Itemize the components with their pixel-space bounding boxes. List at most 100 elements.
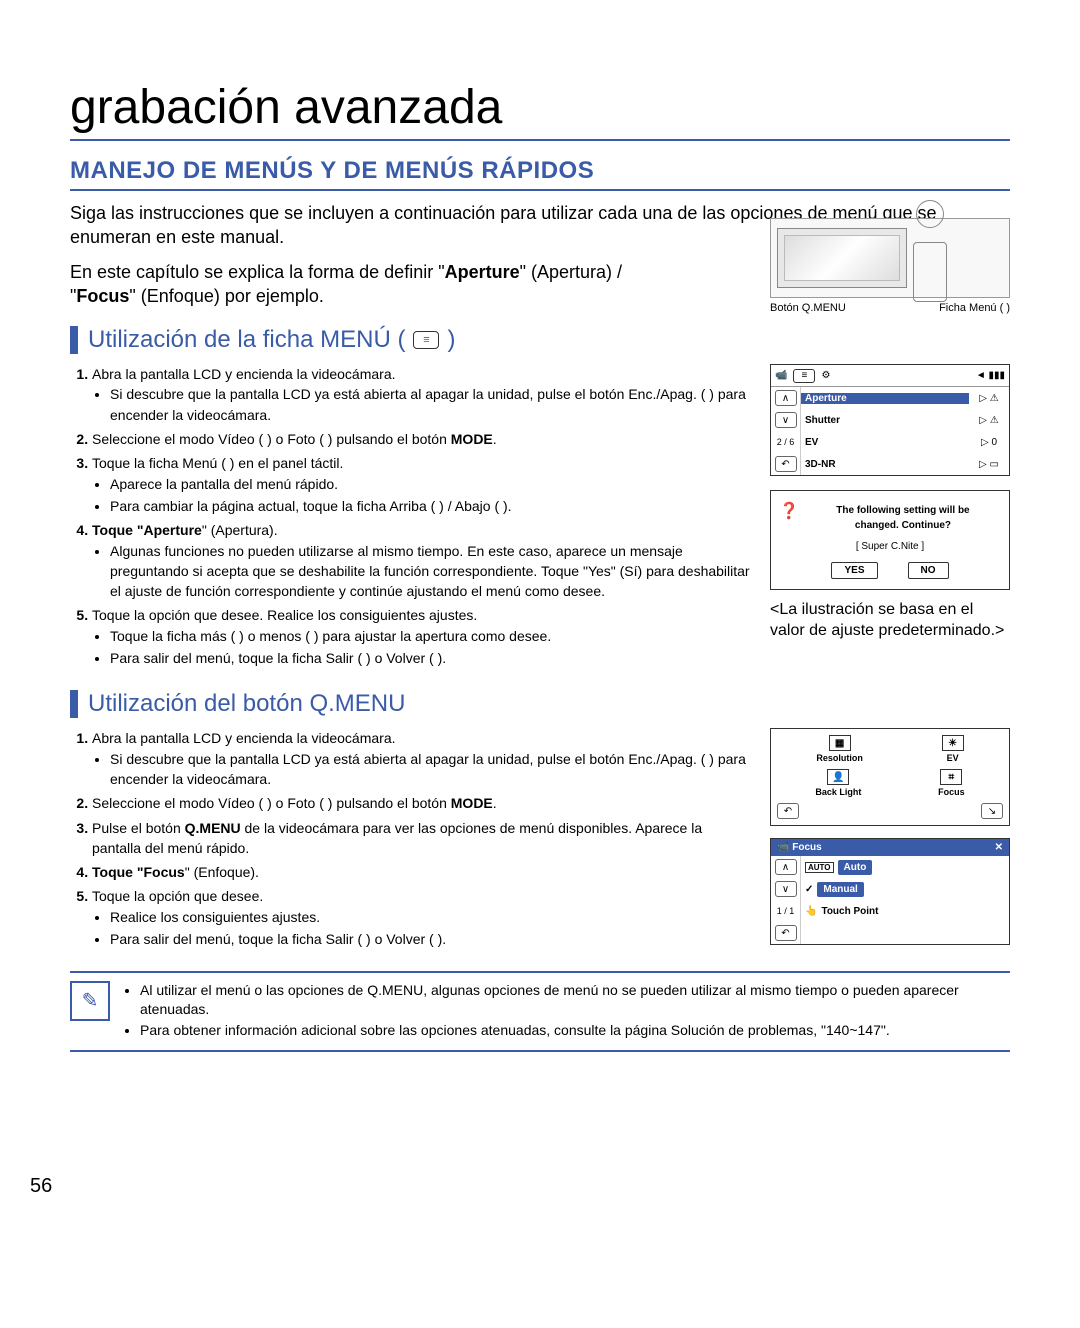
qmenu-resolution: Resolution	[816, 753, 863, 763]
camera-lens-icon	[916, 200, 944, 228]
step-3-bullet-1: Aparece la pantalla del menú rápido.	[110, 474, 750, 494]
menu-shutter: Shutter	[801, 415, 969, 426]
focus-up-icon: ∧	[775, 859, 797, 875]
step-2-mode: MODE	[451, 431, 493, 447]
qmenu-label: Botón Q.MENU	[770, 302, 846, 314]
focus-icon: ⌗	[940, 769, 962, 785]
sub1-heading-text: Utilización de la ficha MENÚ (	[88, 326, 405, 354]
footer-bullet-2: Para obtener información adicional sobre…	[140, 1021, 1010, 1040]
focus-panel-figure: 📹 Focus✕ ∧AUTO Auto ∨✓ Manual 1 / 1👆 Tou…	[770, 838, 1010, 945]
step-3-text: Toque la ficha Menú ( ) en el panel táct…	[92, 455, 343, 471]
battery-icon: ◄ ▮▮▮	[976, 370, 1005, 381]
q-step-5-bullet-2: Para salir del menú, toque la ficha Sali…	[110, 929, 750, 949]
note-icon: ✎	[70, 981, 110, 1021]
section-heading: MANEJO DE MENÚS Y DE MENÚS RÁPIDOS	[70, 157, 1010, 191]
figure-caption: <La ilustración se basa en el valor de a…	[770, 600, 1010, 642]
step-2-post: .	[493, 431, 497, 447]
steps-list-2: Abra la pantalla LCD y encienda la video…	[70, 728, 750, 949]
steps-list-1: Abra la pantalla LCD y encienda la video…	[70, 364, 750, 668]
ev-indicator-icon: ▷ 0	[969, 437, 1009, 448]
nr-indicator-icon: ▷ ▭	[969, 459, 1009, 470]
q-step-3-qmenu: Q.MENU	[185, 820, 241, 836]
step-4-pre: Toque "	[92, 522, 143, 538]
qmenu-backlight: Back Light	[815, 787, 861, 797]
backlight-icon: 👤	[827, 769, 849, 785]
step-3: Toque la ficha Menú ( ) en el panel táct…	[92, 453, 750, 516]
menu-aperture: Aperture	[801, 393, 969, 404]
yes-button[interactable]: YES	[831, 562, 877, 579]
menu-small-icon: ≡	[793, 369, 815, 383]
footer-bullet-1: Al utilizar el menú o las opciones de Q.…	[140, 981, 1010, 1019]
menu-ev: EV	[801, 437, 969, 448]
step-5-bullet-2: Para salir del menú, toque la ficha Sali…	[110, 648, 750, 668]
step-1-bullet-1: Si descubre que la pantalla LCD ya está …	[110, 384, 750, 425]
ev-icon: ☀	[942, 735, 964, 751]
focus-touchpoint: Touch Point	[821, 906, 878, 917]
focus-auto: Auto	[838, 860, 873, 875]
resolution-icon: ▦	[829, 735, 851, 751]
q-step-1-text: Abra la pantalla LCD y encienda la video…	[92, 730, 396, 746]
menu-tab-label: Ficha Menú ( )	[939, 302, 1010, 314]
step-4: Toque "Aperture" (Apertura). Algunas fun…	[92, 520, 750, 601]
sub-heading-menu: Utilización de la ficha MENÚ ( ≡ )	[70, 326, 1010, 354]
step-4-post: " (Apertura).	[202, 522, 278, 538]
camera-labels: Botón Q.MENU Ficha Menú ( )	[770, 302, 1010, 314]
focus-manual: Manual	[817, 882, 863, 897]
q-step-4-post: " (Enfoque).	[185, 864, 259, 880]
step-3-bullet-2: Para cambiar la página actual, toque la …	[110, 496, 750, 516]
up-arrow-icon: ∧	[775, 390, 797, 406]
step-2-pre: Seleccione el modo Vídeo ( ) o Foto ( ) …	[92, 431, 451, 447]
camera-body-icon	[913, 242, 947, 302]
q-step-1-bullet-1: Si descubre que la pantalla LCD ya está …	[110, 749, 750, 790]
no-button[interactable]: NO	[908, 562, 949, 579]
dialog-msg-1: The following setting will be	[805, 505, 1001, 516]
q-step-2-mode: MODE	[451, 795, 493, 811]
q-step-2-post: .	[493, 795, 497, 811]
intro-para-2: En este capítulo se explica la forma de …	[70, 260, 690, 309]
confirm-dialog-figure: ❓ The following setting will be changed.…	[770, 490, 1010, 590]
focus-back-icon: ↶	[775, 925, 797, 941]
gear-icon: ⚙	[821, 370, 830, 381]
step-5-bullet-1: Toque la ficha más ( ) o menos ( ) para …	[110, 626, 750, 646]
step-5: Toque la opción que desee. Realice los c…	[92, 605, 750, 668]
q-step-5-bullet-1: Realice los consiguientes ajustes.	[110, 907, 750, 927]
qmenu-focus: Focus	[938, 787, 965, 797]
sub-heading-qmenu: Utilización del botón Q.MENU	[70, 690, 1010, 718]
qmenu-figure: ▦Resolution ☀EV 👤Back Light ⌗Focus ↶ ↘	[770, 728, 1010, 826]
q-step-2-pre: Seleccione el modo Vídeo ( ) o Foto ( ) …	[92, 795, 451, 811]
step-4-bullet-1: Algunas funciones no pueden utilizarse a…	[110, 541, 750, 602]
close-icon: ✕	[995, 842, 1003, 853]
dialog-sub: [ Super C.Nite ]	[779, 541, 1001, 552]
step-4-aperture: Aperture	[143, 522, 201, 538]
q-step-2: Seleccione el modo Vídeo ( ) o Foto ( ) …	[92, 793, 750, 813]
step-5-text: Toque la opción que desee. Realice los c…	[92, 607, 477, 623]
page-number: 56	[30, 1175, 52, 1198]
q-step-5-text: Toque la opción que desee.	[92, 888, 263, 904]
question-icon: ❓	[779, 501, 799, 521]
step-1-text: Abra la pantalla LCD y encienda la video…	[92, 366, 396, 382]
menu-icon: ≡	[413, 331, 439, 349]
q-step-4-focus: Focus	[143, 864, 184, 880]
q-step-1: Abra la pantalla LCD y encienda la video…	[92, 728, 750, 789]
camera-lcd-icon	[777, 228, 907, 288]
menu-3dnr: 3D-NR	[801, 459, 969, 470]
page-indicator: 2 / 6	[771, 431, 801, 453]
shutter-indicator-icon: ▷ ⚠	[969, 415, 1009, 426]
camera-illustration	[770, 218, 1010, 298]
step-2: Seleccione el modo Vídeo ( ) o Foto ( ) …	[92, 429, 750, 449]
aperture-indicator-icon: ▷ ⚠	[969, 393, 1009, 404]
q-step-3-pre: Pulse el botón	[92, 820, 185, 836]
focus-page: 1 / 1	[771, 900, 801, 922]
qmenu-cursor-icon: ↘	[981, 803, 1003, 819]
q-step-4-pre: Toque "	[92, 864, 143, 880]
intro-2-aperture: Aperture	[445, 262, 520, 282]
intro-2-post: " (Enfoque) por ejemplo.	[129, 286, 324, 306]
video-mode-icon: 📹	[775, 370, 787, 381]
down-arrow-icon: ∨	[775, 412, 797, 428]
qmenu-back-icon: ↶	[777, 803, 799, 819]
q-step-5: Toque la opción que desee. Realice los c…	[92, 886, 750, 949]
footer-note: ✎ Al utilizar el menú o las opciones de …	[70, 971, 1010, 1052]
focus-header: Focus	[792, 842, 821, 853]
q-step-4: Toque "Focus" (Enfoque).	[92, 862, 750, 882]
q-step-3: Pulse el botón Q.MENU de la videocámara …	[92, 818, 750, 859]
